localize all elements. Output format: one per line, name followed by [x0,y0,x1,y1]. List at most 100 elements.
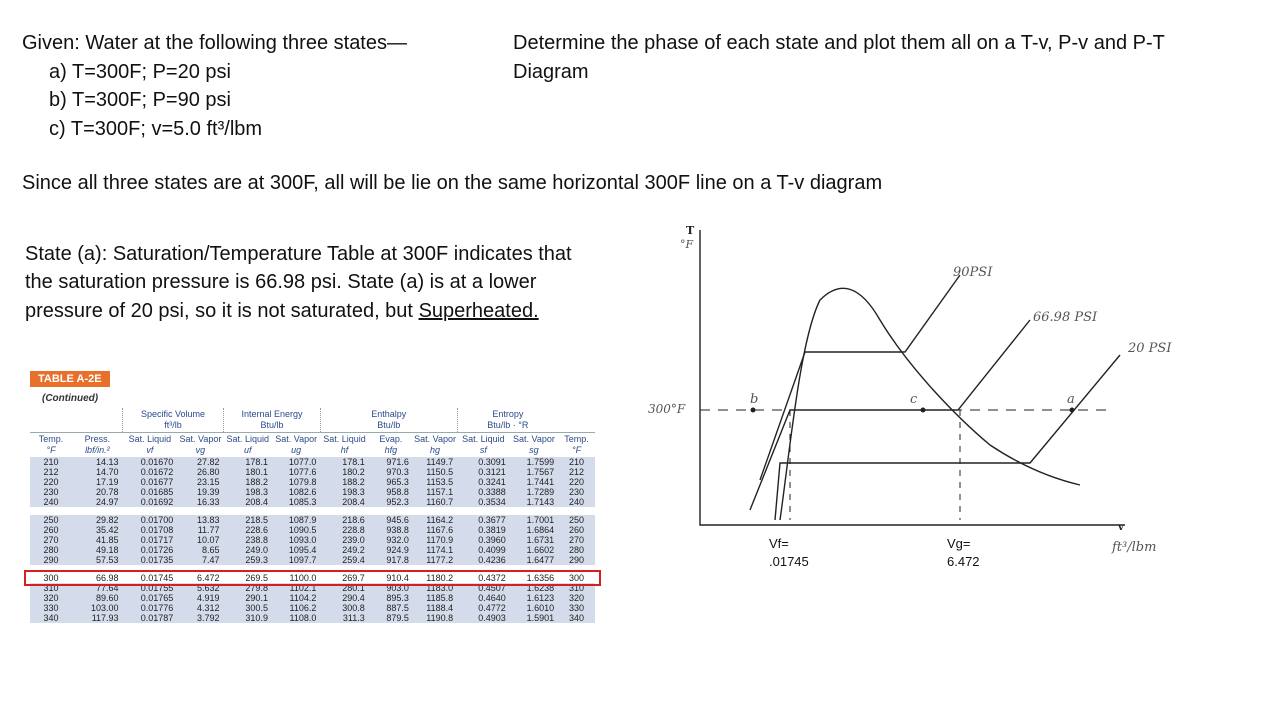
column-symbol: sg [529,445,539,455]
x-axis-label: v [1118,522,1124,533]
table-cell: 4.312 [177,603,224,613]
column-symbol: ug [291,445,302,455]
table-row: 210 14.13 0.01670 27.82 178.1 1077.0 178.1 971.… [30,457,595,467]
table-cell: 0.01708 [122,525,178,535]
table-row: 230 20.78 0.01685 19.39 198.3 1082.6 198.3 958.… [30,487,595,497]
table-cell: 280.1 [320,583,369,593]
group-label: Enthalpy [371,409,407,419]
table-cell: 240 [558,497,595,507]
table-cell: 1180.2 [412,573,458,583]
table-cell: 0.01692 [122,497,178,507]
table-row: 330 103.00 0.01776 4.312 300.5 1106.2 300.8 887… [30,603,595,613]
column-symbol: hg [430,445,441,455]
point-label: a [1067,392,1075,407]
table-cell: 310 [30,583,73,593]
table-cell: 340 [30,613,73,623]
column-name: Sat. Vapor [179,434,222,444]
table-cell: 0.4099 [457,545,510,555]
table-cell: 250 [558,515,595,525]
table-cell: 1104.2 [271,593,321,603]
column-header: Sat. Vapor hg [413,433,457,458]
table-cell: 0.3960 [457,535,510,545]
table-cell: 0.01755 [122,583,178,593]
table-cell: 4.919 [177,593,224,603]
table-cell: 290.1 [223,593,272,603]
table-cell: 1174.1 [412,545,458,555]
table-cell: 310 [558,583,595,593]
saturation-dome [779,287,1081,521]
column-symbol: °F [46,445,56,455]
table-cell: 1082.6 [271,487,321,497]
table-cell: 1167.6 [412,525,458,535]
table-cell: 0.3388 [457,487,510,497]
table-cell: 1077.6 [271,467,321,477]
table-cell: 210 [558,457,595,467]
table-cell: 1077.0 [271,457,321,467]
table-cell: 1.6356 [509,573,559,583]
table-cell: 300 [30,573,73,583]
column-header: Sat. Liquid uf [224,433,272,458]
group-unit: ft³/lb [164,420,182,430]
table-cell: 1.6731 [509,535,559,545]
table-cell: 320 [30,593,73,603]
point-label: c [910,392,918,407]
table-cell: 188.2 [223,477,272,487]
table-cell: 239.0 [320,535,369,545]
table-cell: 0.01717 [122,535,178,545]
table-cell: 1160.7 [412,497,458,507]
table-cell: 250 [30,515,73,525]
table-row: 300 66.98 0.01745 6.472 269.5 1100.0 269.7 910.… [30,573,595,583]
column-name: Sat. Liquid [226,434,270,444]
column-header: Press. lbf/in.² [72,433,122,458]
table-cell: 218.5 [223,515,272,525]
table-cell: 198.3 [320,487,369,497]
table-cell: 41.85 [72,535,123,545]
table-cell: 260 [558,525,595,535]
table-cell: 1150.5 [412,467,458,477]
table-cell: 1090.5 [271,525,321,535]
explanation-line: the saturation pressure is 66.98 psi. St… [25,271,537,293]
table-cell: 1108.0 [271,613,321,623]
group-label: Entropy [492,409,524,419]
table-cell: 260 [30,525,73,535]
column-name: Sat. Vapor [414,434,456,444]
table-cell: 178.1 [223,457,272,467]
table-cell: 903.0 [368,583,413,593]
table-cell: 0.4372 [457,573,510,583]
column-header: Sat. Liquid hf [320,433,368,458]
table-cell: 11.77 [177,525,224,535]
table-cell: 1085.3 [271,497,321,507]
table-cell: 208.4 [320,497,369,507]
table-cell: 0.4903 [457,613,510,623]
table-cell: 0.01787 [122,613,178,623]
table-cell: 1100.0 [271,573,321,583]
column-name: Sat. Liquid [128,434,172,444]
table-cell: 27.82 [177,457,224,467]
table-cell: 0.3819 [457,525,510,535]
table-cell: 270 [558,535,595,545]
table-cell: 280 [558,545,595,555]
table-cell: 1149.7 [412,457,458,467]
steam-table: TABLE A-2E (Continued) Specific Volume ft… [24,369,601,623]
table-cell: 19.39 [177,487,224,497]
table-cell: 280 [30,545,73,555]
table-cell: 3.792 [177,613,224,623]
table-cell: 0.01776 [122,603,178,613]
table-cell: 0.01672 [122,467,178,477]
column-header: Temp. °F [30,433,72,458]
table-cell: 1157.1 [412,487,458,497]
table-cell: 0.3121 [457,467,510,477]
table-cell: 0.01726 [122,545,178,555]
table-cell: 117.93 [72,613,123,623]
table-cell: 259.4 [320,555,369,565]
table-cell: 180.1 [223,467,272,477]
table-cell: 6.472 [177,573,224,583]
table-cell: 1185.8 [412,593,458,603]
table-cell: 290 [558,555,595,565]
table-cell: 0.01685 [122,487,178,497]
column-name: Sat. Liquid [323,434,366,444]
table-cell: 924.9 [368,545,413,555]
column-header: Sat. Vapor sg [510,433,558,458]
table-cell: 290 [30,555,73,565]
